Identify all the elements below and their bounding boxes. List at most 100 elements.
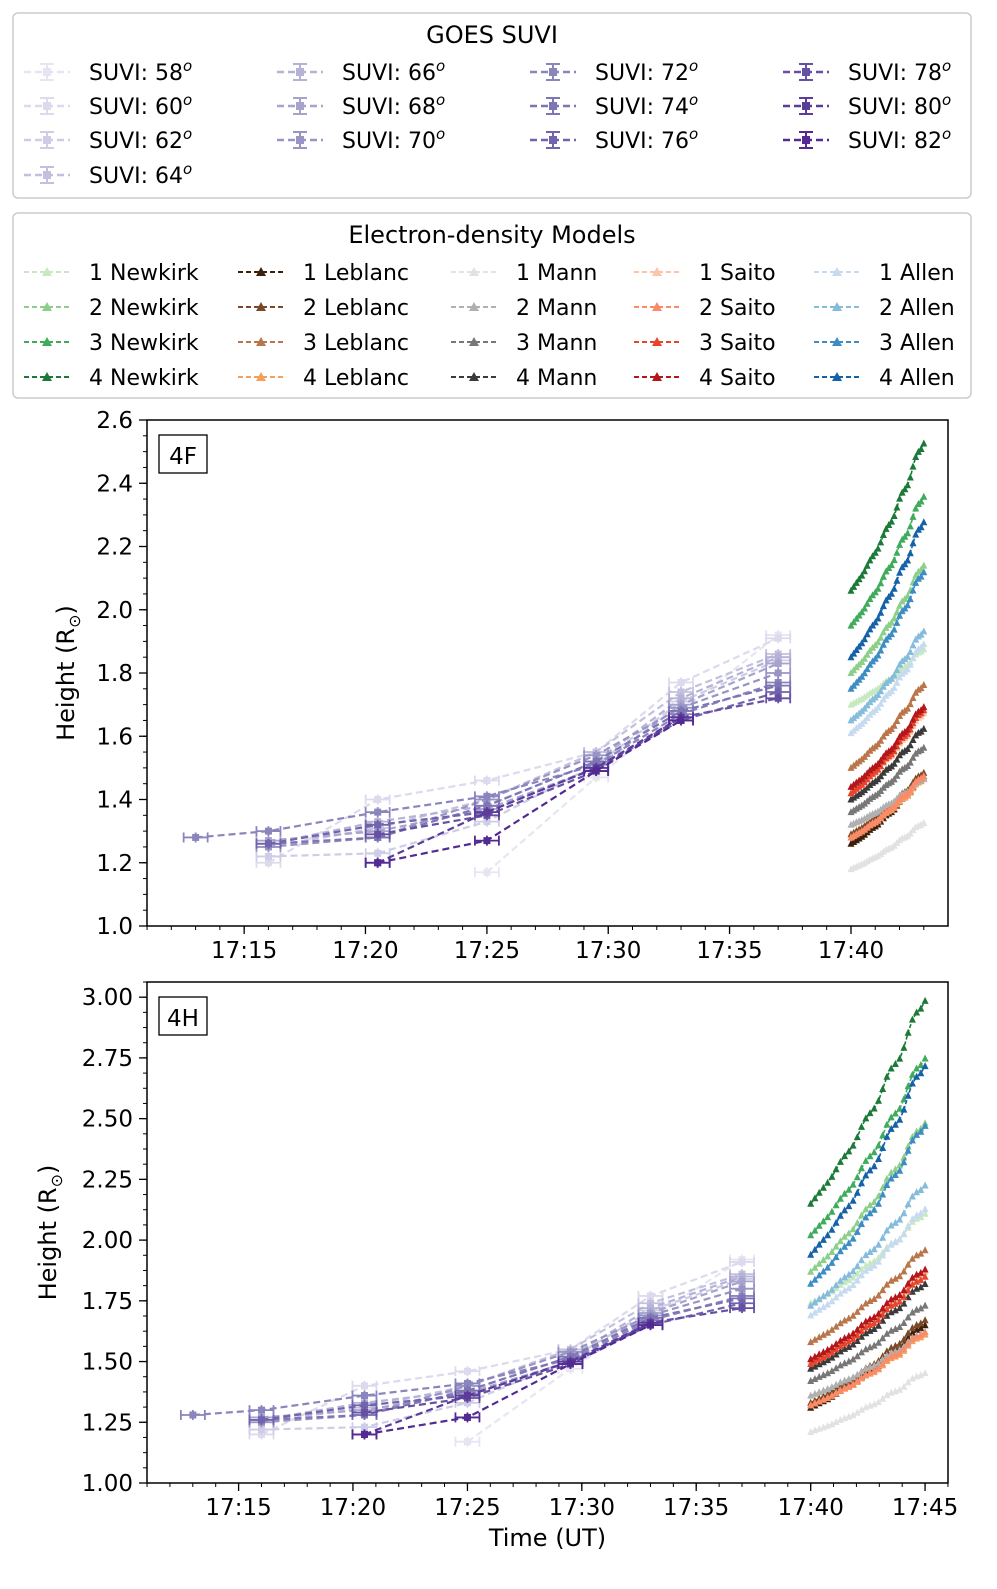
data-point	[855, 790, 863, 797]
data-point	[890, 759, 898, 767]
series-line	[261, 1297, 743, 1421]
data-point	[904, 704, 912, 712]
data-point	[483, 818, 491, 826]
data-point	[921, 1369, 929, 1377]
data-point	[891, 1293, 899, 1301]
data-point	[879, 695, 887, 703]
legend-marker	[43, 102, 51, 110]
y-axis-label-close: )	[34, 1165, 62, 1174]
data-point	[828, 1367, 836, 1374]
data-point	[824, 1289, 832, 1297]
data-point	[879, 1304, 887, 1312]
series-3-mann	[847, 743, 928, 816]
data-point	[887, 1064, 895, 1072]
data-point	[883, 1351, 891, 1359]
data-point	[849, 1281, 857, 1288]
data-point	[874, 807, 882, 815]
legend-label: 4 Newkirk	[89, 366, 199, 391]
data-point	[904, 745, 912, 752]
y-tick-label: 2.75	[82, 1046, 133, 1072]
data-point	[883, 1329, 891, 1337]
data-point	[836, 1342, 844, 1349]
data-point	[900, 1158, 908, 1166]
data-point	[913, 1072, 921, 1080]
legend-marker	[469, 267, 479, 276]
data-point	[863, 650, 871, 658]
legend-label: SUVI: 76o	[595, 125, 698, 154]
y-axis-label-close: )	[52, 605, 80, 614]
x-axis-label: Time (UT)	[488, 1524, 606, 1552]
data-point	[849, 1267, 857, 1275]
data-point	[807, 1267, 815, 1275]
data-point	[917, 1276, 925, 1283]
legend-entry-1-mann: 1 Mann	[451, 261, 597, 286]
data-point	[845, 1185, 853, 1193]
data-point	[887, 1343, 895, 1351]
data-point	[858, 1122, 865, 1130]
data-point	[845, 1382, 853, 1390]
data-point	[896, 1297, 904, 1305]
data-point	[258, 1426, 266, 1434]
data-point	[858, 1211, 865, 1219]
data-point	[807, 1199, 815, 1207]
x-tick-label: 17:20	[320, 1495, 386, 1521]
data-point	[913, 1064, 921, 1072]
data-point	[875, 1155, 882, 1162]
data-point	[858, 1179, 865, 1187]
data-point	[893, 666, 901, 674]
data-point	[858, 1164, 865, 1172]
data-point	[870, 1319, 878, 1326]
legend-marker	[296, 136, 304, 144]
data-point	[890, 671, 898, 679]
series-1-mann	[807, 1369, 929, 1435]
data-point	[866, 1209, 874, 1217]
x-tick-label: 17:35	[696, 938, 762, 964]
data-point	[824, 1385, 832, 1392]
data-point	[904, 601, 912, 609]
data-point	[832, 1253, 840, 1261]
x-tick-label: 17:30	[575, 938, 641, 964]
series-4-mann	[847, 724, 928, 803]
data-point	[904, 1146, 912, 1154]
plot-content	[179, 996, 929, 1447]
data-point	[807, 1360, 815, 1367]
data-point	[871, 588, 879, 596]
data-point	[862, 1329, 870, 1337]
data-point	[896, 1291, 904, 1298]
series-line	[268, 652, 779, 848]
data-point	[677, 707, 685, 715]
legend-marker	[549, 102, 557, 110]
data-point	[836, 1319, 844, 1327]
data-point	[896, 540, 904, 548]
data-point	[875, 1321, 882, 1329]
legend-marker	[43, 171, 51, 179]
data-point	[877, 579, 885, 587]
series-line	[268, 659, 779, 858]
data-point	[877, 646, 885, 654]
data-point	[870, 1367, 878, 1374]
data-point	[853, 1331, 861, 1339]
legend-label: 1 Allen	[879, 261, 955, 286]
data-point	[875, 1315, 882, 1323]
data-point	[893, 608, 901, 616]
legend-entry-suvi-68: SUVI: 68o	[277, 91, 445, 120]
legend-marker	[802, 136, 810, 144]
data-point	[824, 1178, 832, 1186]
data-point	[862, 1345, 870, 1353]
data-point	[877, 538, 885, 546]
data-point	[883, 1299, 891, 1307]
data-point	[815, 1355, 823, 1363]
data-point	[853, 1218, 861, 1226]
data-point	[853, 1276, 861, 1284]
data-point	[906, 595, 914, 603]
legend-label: SUVI: 66o	[342, 57, 445, 86]
series-4-allen	[807, 1062, 929, 1258]
data-point	[858, 1220, 865, 1227]
legend-entry-1-saito: 1 Saito	[634, 261, 776, 286]
data-point	[866, 556, 874, 564]
data-point	[832, 1201, 840, 1209]
y-tick-label: 1.2	[96, 851, 133, 877]
data-point	[774, 653, 782, 661]
data-point	[824, 1213, 832, 1221]
data-point	[909, 512, 917, 520]
